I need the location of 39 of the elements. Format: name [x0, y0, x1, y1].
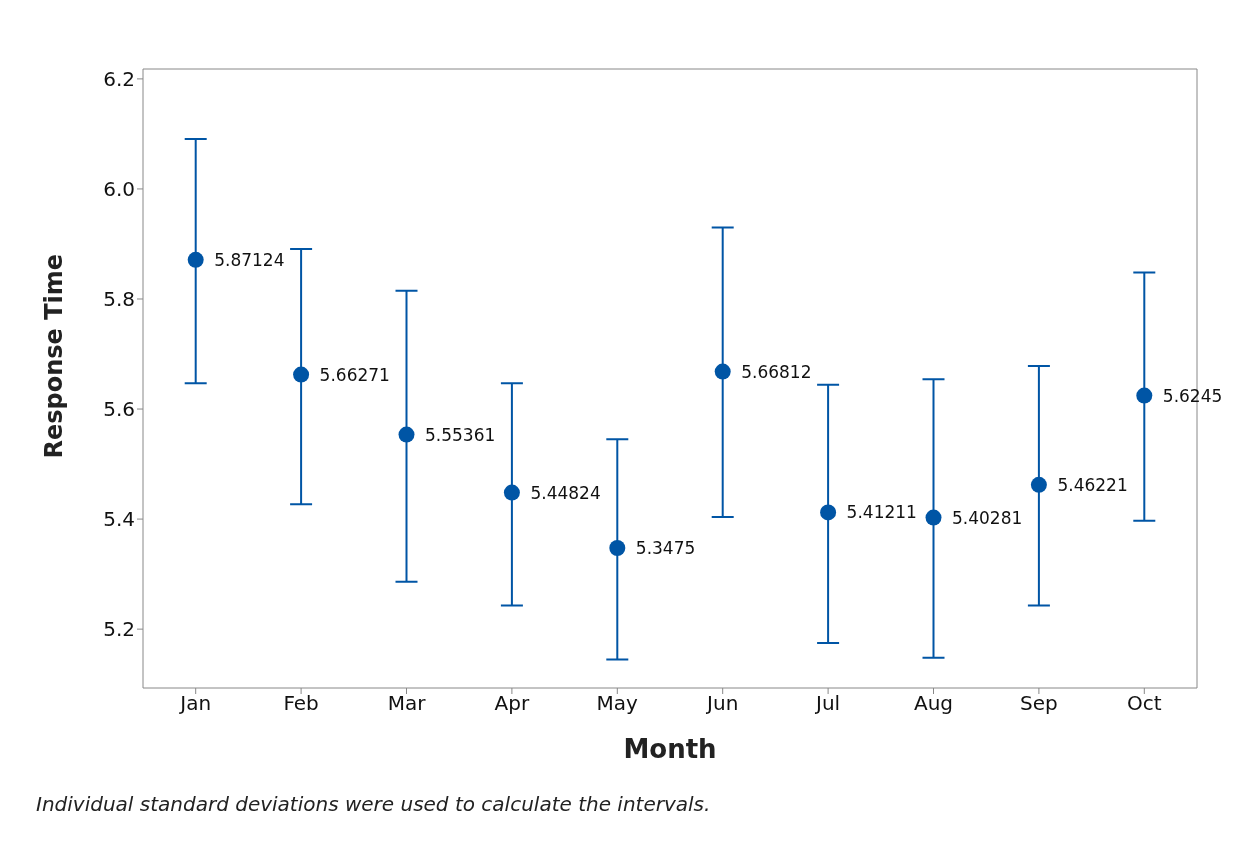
- x-tick-label: Jun: [705, 691, 739, 716]
- x-tick-label: Jul: [814, 691, 841, 716]
- text: Individual standard deviations were used to calculate the intervals.: [36, 792, 712, 816]
- y-tick-label: 6.0: [103, 177, 135, 202]
- data-label: 5.41211: [846, 502, 917, 523]
- data-label: 5.44824: [530, 482, 601, 503]
- y-tick-label: 5.6: [103, 397, 135, 422]
- y-axis-title: Response Time: [39, 253, 68, 459]
- point: [293, 366, 310, 383]
- point: [714, 363, 731, 380]
- y-tick-label: 5.8: [103, 287, 135, 312]
- point: [398, 426, 415, 443]
- point: [925, 509, 942, 526]
- y-tick-label: 6.2: [103, 67, 135, 91]
- point: [187, 251, 204, 268]
- data-label: 5.40281: [952, 507, 1023, 528]
- point: [820, 504, 837, 521]
- y-tick-label: 5.2: [103, 617, 135, 642]
- x-tick-label: Aug: [913, 691, 954, 716]
- data-label: 5.46221: [1057, 474, 1128, 495]
- x-tick-label: Sep: [1020, 691, 1058, 716]
- point: [1030, 476, 1047, 493]
- y-tick-label: 5.4: [103, 507, 135, 532]
- data-label: 5.66271: [319, 364, 390, 385]
- x-tick-label: Jan: [178, 691, 212, 716]
- data-label: 5.87124: [214, 249, 285, 270]
- x-tick-label: Feb: [283, 691, 319, 716]
- x-tick-label: Apr: [494, 691, 530, 716]
- data-label: 5.55361: [425, 424, 496, 445]
- x-tick-label: Oct: [1127, 691, 1162, 716]
- point: [503, 484, 520, 501]
- x-tick-label: Mar: [387, 691, 427, 716]
- data-label: 5.66812: [741, 361, 812, 382]
- x-tick-label: May: [596, 691, 639, 716]
- data-label: 5.6245: [1162, 385, 1223, 406]
- point: [1136, 387, 1153, 404]
- data-label: 5.3475: [635, 538, 696, 558]
- point: [609, 539, 626, 556]
- x-axis-title: Month: [623, 734, 717, 764]
